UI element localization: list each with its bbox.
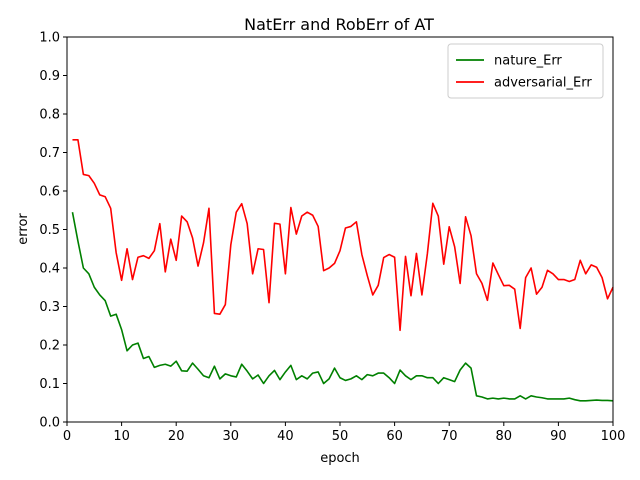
plot-area — [66, 36, 614, 423]
y-tick-label: 0.3 — [39, 300, 60, 315]
x-tick-label: 90 — [550, 429, 567, 444]
legend-box — [447, 43, 604, 99]
y-tick-label: 0.2 — [39, 339, 60, 354]
x-tick-label: 10 — [113, 429, 130, 444]
x-axis: 0 10 20 30 40 50 60 70 80 90 100 — [63, 422, 626, 444]
y-tick-label: 0.6 — [39, 185, 60, 200]
y-tick-label: 0.0 — [39, 416, 60, 431]
legend: nature_Err adversarial_Err — [447, 43, 604, 99]
y-axis: 0.0 0.1 0.2 0.3 0.4 0.5 0.6 0.7 0.8 0.9 1.0 — [39, 31, 67, 431]
x-tick-label: 30 — [223, 429, 240, 444]
legend-label: nature_Err — [494, 54, 562, 69]
y-tick-label: 1.0 — [39, 31, 60, 46]
y-tick-label: 0.9 — [39, 69, 60, 84]
x-tick-label: 70 — [441, 429, 458, 444]
y-tick-label: 0.5 — [39, 223, 60, 238]
chart-title: NatErr and RobErr of AT — [244, 15, 434, 34]
y-tick-label: 0.8 — [39, 108, 60, 123]
legend-label: adversarial_Err — [494, 76, 592, 91]
y-tick-label: 0.1 — [39, 377, 60, 392]
series-line-nature-err — [71, 212, 614, 402]
series-layer — [71, 139, 614, 402]
y-axis-label: error — [16, 213, 31, 245]
x-tick-label: 20 — [168, 429, 185, 444]
x-tick-label: 100 — [601, 429, 626, 444]
x-tick-label: 50 — [332, 429, 349, 444]
x-axis-label: epoch — [320, 451, 360, 466]
x-tick-label: 80 — [496, 429, 513, 444]
y-tick-label: 0.7 — [39, 146, 60, 161]
x-tick-label: 0 — [63, 429, 71, 444]
series-line-adversarial-err — [72, 139, 614, 332]
x-tick-label: 40 — [277, 429, 294, 444]
x-tick-label: 60 — [386, 429, 403, 444]
y-tick-label: 0.4 — [39, 262, 60, 277]
